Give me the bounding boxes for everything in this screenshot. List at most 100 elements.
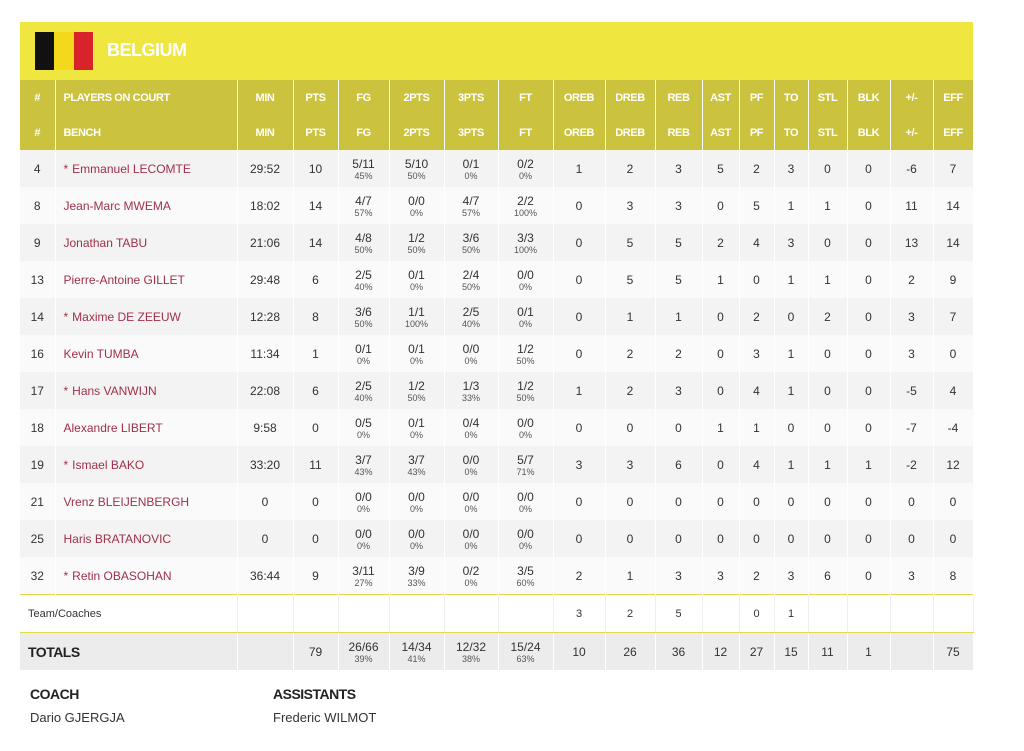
- cell: 0: [237, 483, 294, 520]
- cell: 3: [553, 446, 606, 483]
- value: 29:52: [249, 161, 281, 176]
- cell: 0: [847, 409, 891, 446]
- cell: 3/9 33%: [389, 557, 445, 595]
- cell: 2: [702, 224, 740, 261]
- value: 0: [865, 198, 872, 213]
- shots-made: 1/2: [517, 378, 534, 393]
- cell: 1: [553, 150, 606, 187]
- player-name[interactable]: Kevin TUMBA: [63, 346, 139, 361]
- cell: 0: [702, 372, 740, 409]
- cell: 2: [739, 150, 775, 187]
- player-row: 13 Pierre-Antoine GILLET 29:48 6 2/5 40% 0/1 0%…: [20, 261, 974, 298]
- cell: 2: [605, 150, 656, 187]
- cell: 0/0 0%: [498, 483, 554, 520]
- cell: 0/0 0%: [444, 335, 499, 372]
- cell: * Ismael BAKO: [55, 446, 238, 483]
- value: 5: [753, 198, 760, 213]
- cell: 0: [847, 557, 891, 595]
- value: 25: [30, 531, 44, 546]
- cell: 19: [20, 446, 56, 483]
- value: 14: [308, 235, 323, 250]
- cell: 1: [702, 409, 740, 446]
- cell: 3/6 50%: [444, 224, 499, 261]
- cell: Jean-Marc MWEMA: [55, 187, 238, 224]
- cell: 36: [655, 632, 703, 670]
- cell: 2: [553, 557, 606, 595]
- cell: 18:02: [237, 187, 294, 224]
- cell: 1: [808, 446, 848, 483]
- cell: 79: [293, 632, 339, 670]
- cell: 0: [553, 520, 606, 557]
- value: 3: [753, 346, 760, 361]
- shots-made: 0/1: [517, 304, 534, 319]
- cell: 1: [655, 298, 703, 335]
- team-banner: BELGIUM: [20, 22, 973, 80]
- cell: 3/7 43%: [389, 446, 445, 483]
- cell: 12: [702, 632, 740, 670]
- cell: 3/3 100%: [498, 224, 554, 261]
- cell: 13: [20, 261, 56, 298]
- value: 12: [713, 644, 728, 659]
- player-name[interactable]: Jonathan TABU: [63, 235, 148, 250]
- cell: 2: [605, 335, 656, 372]
- shots-made: 0/2: [517, 156, 534, 171]
- value: 0: [787, 420, 795, 435]
- cell: 1: [293, 335, 339, 372]
- shots-pct: 100%: [404, 318, 429, 329]
- coach-block: COACH Dario GJERGJA: [30, 686, 125, 725]
- value: 13: [904, 235, 919, 250]
- player-name[interactable]: Vrenz BLEIJENBERGH: [63, 494, 190, 509]
- value: 0: [908, 494, 915, 509]
- cell: 27: [739, 632, 775, 670]
- cell: 0: [702, 520, 740, 557]
- column-header: BENCH: [55, 115, 238, 150]
- value: 2: [626, 346, 634, 361]
- player-name[interactable]: Hans VANWIJN: [72, 383, 157, 398]
- player-name[interactable]: Ismael BAKO: [72, 457, 145, 472]
- cell: 5: [605, 261, 656, 298]
- value: 0: [949, 346, 957, 361]
- column-header: FT: [498, 80, 554, 115]
- shots-made: 3/6: [355, 304, 372, 319]
- cell: 33:20: [237, 446, 294, 483]
- cell: 0: [553, 224, 606, 261]
- cell: 14: [293, 187, 339, 224]
- cell: 16: [20, 335, 56, 372]
- shots-pct: 50%: [516, 355, 535, 366]
- cell: 9:58: [237, 409, 294, 446]
- cell: 5: [655, 224, 703, 261]
- cell: 3/7 43%: [338, 446, 390, 483]
- player-name[interactable]: Alexandre LIBERT: [63, 420, 163, 435]
- cell: 0: [890, 520, 934, 557]
- player-name[interactable]: Retin OBASOHAN: [72, 568, 172, 583]
- player-name[interactable]: Maxime DE ZEEUW: [72, 309, 181, 324]
- cell: 3: [702, 557, 740, 595]
- value: 0: [824, 531, 831, 546]
- cell: 0/2 0%: [444, 557, 499, 595]
- cell: 1: [808, 187, 848, 224]
- cell: [498, 594, 554, 633]
- shots-made: 0/1: [408, 415, 425, 430]
- value: 2: [753, 161, 760, 176]
- shots-made: 0/1: [408, 341, 425, 356]
- player-name[interactable]: Pierre-Antoine GILLET: [63, 272, 185, 287]
- cell: 0/0 0%: [498, 520, 554, 557]
- shots-pct: 0%: [464, 577, 478, 588]
- value: 2: [824, 309, 831, 324]
- value: 15: [784, 644, 798, 659]
- cell: 3: [605, 446, 656, 483]
- cell: 4: [739, 224, 775, 261]
- value: 6: [312, 383, 319, 398]
- value: 2: [753, 309, 760, 324]
- cell: 0: [553, 261, 606, 298]
- value: 3: [675, 161, 682, 176]
- cell: 0: [808, 483, 848, 520]
- value: 0: [575, 531, 583, 546]
- cell: 9: [20, 224, 56, 261]
- cell: 5/11 45%: [338, 150, 390, 187]
- cell: 5: [739, 187, 775, 224]
- shots-pct: 0%: [356, 355, 370, 366]
- player-name[interactable]: Emmanuel LECOMTE: [72, 161, 191, 176]
- player-name[interactable]: Haris BRATANOVIC: [63, 531, 172, 546]
- player-name[interactable]: Jean-Marc MWEMA: [63, 198, 171, 213]
